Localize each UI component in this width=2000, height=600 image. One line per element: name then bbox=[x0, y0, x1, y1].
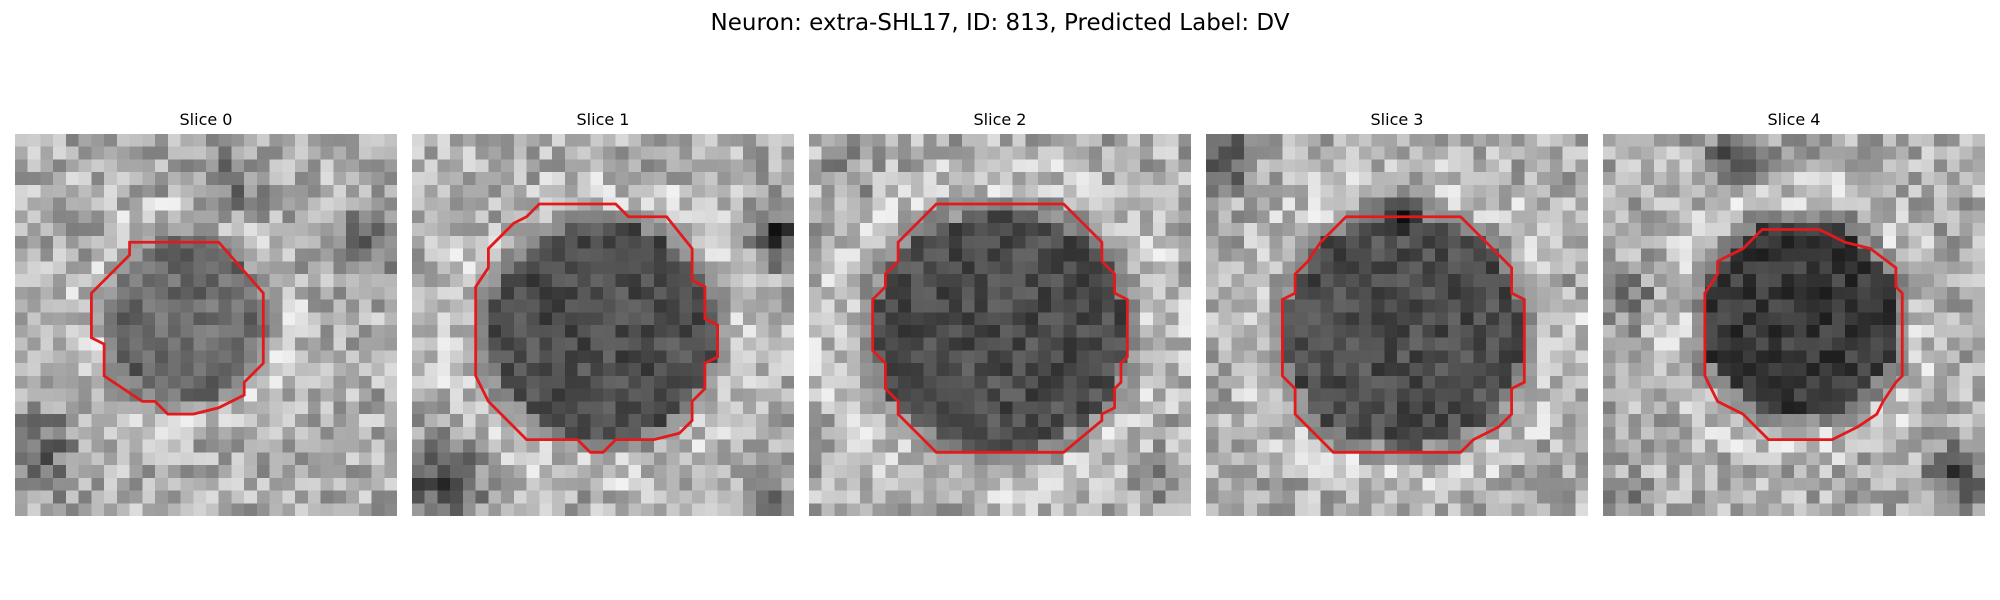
slice-panel-1: Slice 1 bbox=[412, 108, 794, 516]
slice-panel-2: Slice 2 bbox=[809, 108, 1191, 516]
slice-image bbox=[1206, 134, 1588, 516]
slice-image-svg bbox=[809, 134, 1191, 516]
slice-image-svg bbox=[1603, 134, 1985, 516]
slice-image bbox=[15, 134, 397, 516]
slice-title: Slice 2 bbox=[973, 110, 1027, 129]
roi-contour bbox=[89, 240, 265, 416]
slice-title: Slice 1 bbox=[576, 110, 630, 129]
roi-contour bbox=[1280, 215, 1526, 454]
slice-image bbox=[412, 134, 794, 516]
slice-image bbox=[1603, 134, 1985, 516]
roi-contour bbox=[871, 202, 1129, 454]
slice-panel-4: Slice 4 bbox=[1603, 108, 1985, 516]
slice-title: Slice 3 bbox=[1370, 110, 1424, 129]
slice-image-svg bbox=[15, 134, 397, 516]
slice-image-svg bbox=[1206, 134, 1588, 516]
slice-panel-3: Slice 3 bbox=[1206, 108, 1588, 516]
slice-title: Slice 4 bbox=[1767, 110, 1821, 129]
figure-title: Neuron: extra-SHL17, ID: 813, Predicted … bbox=[710, 10, 1290, 36]
slice-title: Slice 0 bbox=[179, 110, 233, 129]
slice-image-svg bbox=[412, 134, 794, 516]
roi-contour bbox=[474, 202, 720, 454]
roi-contour bbox=[1703, 228, 1904, 442]
slice-panel-0: Slice 0 bbox=[15, 108, 397, 516]
slice-image bbox=[809, 134, 1191, 516]
